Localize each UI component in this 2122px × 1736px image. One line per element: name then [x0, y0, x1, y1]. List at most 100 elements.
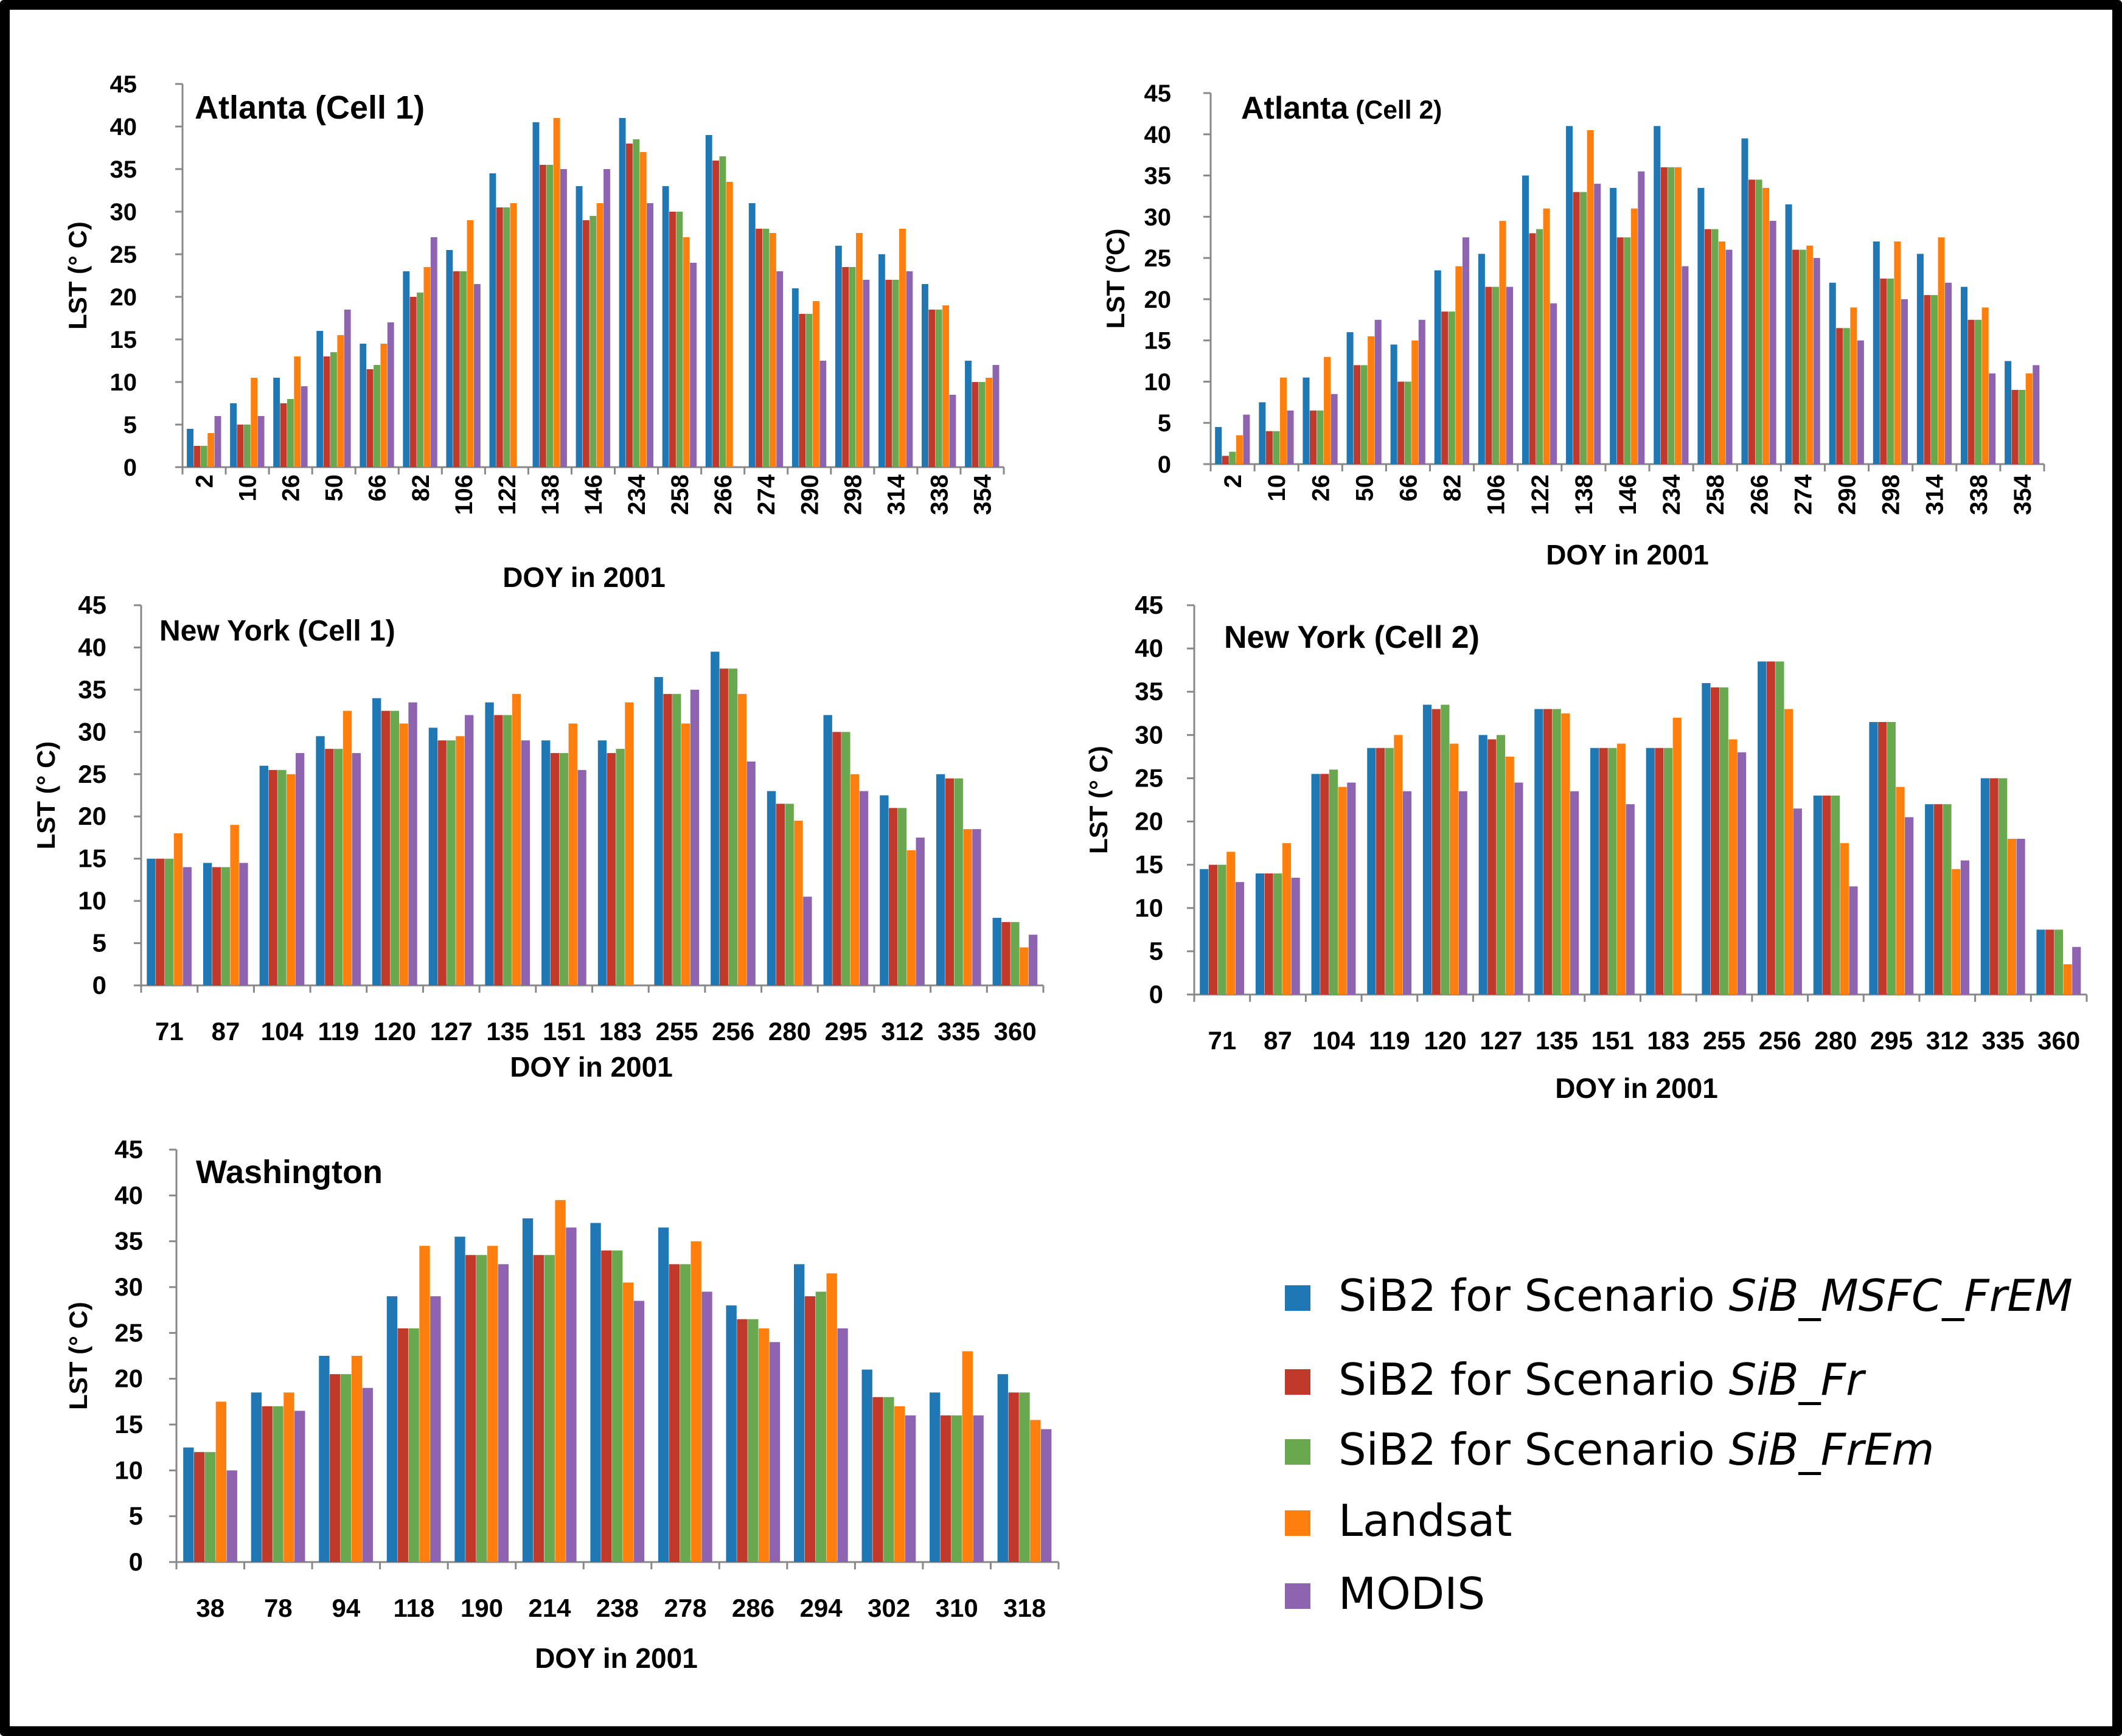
bar-s5-255 — [690, 689, 700, 985]
bar-s1-256 — [1758, 661, 1767, 995]
bar-s1-360 — [2036, 929, 2045, 995]
bar-s3-360 — [1011, 922, 1020, 985]
x-tick-label: 71 — [155, 1017, 184, 1046]
bar-s2-38 — [194, 1452, 205, 1562]
bar-s4-87 — [230, 825, 239, 985]
bar-s1-122 — [1522, 175, 1529, 464]
bar-s4-274 — [769, 233, 776, 467]
bar-s4-190 — [487, 1246, 498, 1562]
bar-s1-2 — [187, 429, 193, 467]
bar-s2-354 — [972, 382, 979, 467]
bar-s1-78 — [251, 1392, 262, 1562]
bar-s2-135 — [494, 715, 503, 985]
x-tick-label: 146 — [580, 474, 607, 515]
bar-s3-338 — [935, 310, 942, 467]
bar-s3-354 — [2019, 390, 2026, 464]
bar-s3-295 — [841, 732, 851, 985]
bar-s3-298 — [1887, 279, 1894, 464]
y-tick-label: 45 — [78, 591, 106, 619]
bar-s2-278 — [669, 1264, 680, 1562]
x-tick-label: 354 — [2009, 474, 2036, 515]
x-tick-label: 295 — [825, 1017, 868, 1046]
bar-s5-135 — [521, 740, 530, 985]
x-tick-label: 119 — [318, 1017, 360, 1046]
bar-s1-295 — [1869, 722, 1878, 995]
bar-s2-290 — [1836, 328, 1843, 464]
x-tick-label: 278 — [664, 1594, 706, 1622]
bar-s5-82 — [1462, 237, 1469, 464]
bar-s4-2 — [207, 433, 215, 467]
bar-s3-290 — [1843, 328, 1850, 464]
bar-s5-138 — [1594, 184, 1601, 464]
bar-s2-360 — [1001, 922, 1011, 985]
bar-s2-354 — [2011, 390, 2019, 464]
bar-s4-120 — [399, 723, 408, 985]
x-tick-label: 266 — [710, 474, 737, 515]
x-tick-label: 354 — [969, 474, 996, 515]
bar-s4-295 — [851, 774, 860, 985]
y-axis-label: LST (ºC) — [1101, 229, 1130, 329]
bar-s2-338 — [928, 310, 936, 467]
bar-s1-119 — [316, 736, 325, 985]
bar-s5-71 — [183, 867, 192, 985]
legend-entry-text: SiB2 for Scenario — [1338, 1424, 1729, 1475]
x-tick-label: 71 — [1208, 1026, 1236, 1055]
bar-s5-312 — [1960, 860, 1969, 995]
x-tick-label: 82 — [1439, 474, 1466, 502]
chart-title: Atlanta (Cell 2) — [1241, 91, 1442, 126]
bar-s1-151 — [541, 740, 551, 985]
bar-s5-318 — [1041, 1429, 1052, 1562]
y-tick-label: 10 — [114, 1456, 143, 1484]
x-tick-label: 122 — [494, 474, 521, 515]
bar-s2-118 — [397, 1328, 408, 1562]
bar-s2-138 — [539, 165, 546, 467]
bar-s4-335 — [2007, 839, 2016, 995]
bar-s1-106 — [446, 250, 453, 467]
bar-s3-280 — [1831, 795, 1840, 995]
x-tick-label: 135 — [486, 1017, 529, 1046]
x-tick-label: 87 — [1264, 1026, 1292, 1055]
bar-s4-290 — [1850, 307, 1857, 464]
bar-s3-71 — [1217, 864, 1226, 995]
bar-s4-183 — [625, 702, 634, 985]
bar-s2-266 — [1748, 179, 1756, 464]
x-tick-label: 122 — [1527, 474, 1554, 515]
bar-s5-290 — [819, 361, 827, 467]
bar-s1-38 — [183, 1447, 194, 1562]
bar-s1-26 — [273, 378, 280, 467]
bar-s5-302 — [905, 1415, 916, 1562]
x-tick-label: 151 — [1591, 1026, 1634, 1055]
bar-s1-106 — [1478, 254, 1485, 464]
x-tick-label: 118 — [394, 1594, 435, 1622]
bar-s4-290 — [812, 301, 819, 467]
bar-s3-354 — [978, 382, 986, 467]
bar-s2-122 — [496, 207, 503, 467]
legend-swatch — [1285, 1369, 1310, 1395]
bar-s3-10 — [1273, 431, 1280, 464]
bar-s3-286 — [748, 1319, 759, 1562]
bar-s1-310 — [930, 1392, 941, 1562]
legend-entry-text: MODIS — [1338, 1568, 1485, 1619]
bar-s2-312 — [1933, 804, 1943, 995]
bar-s4-295 — [1896, 786, 1905, 995]
bar-s4-104 — [1338, 786, 1347, 995]
bar-s5-146 — [1638, 171, 1645, 464]
bar-s4-106 — [1499, 221, 1506, 464]
y-tick-label: 35 — [1144, 163, 1172, 190]
bar-s4-266 — [1762, 187, 1770, 464]
legend-entry: SiB2 for Scenario SiB_Fr — [1338, 1354, 1866, 1405]
bar-s5-138 — [560, 169, 567, 467]
bar-s4-122 — [510, 203, 517, 467]
bar-s5-120 — [408, 702, 417, 985]
bar-s3-71 — [164, 858, 174, 985]
bar-s2-280 — [1822, 795, 1831, 995]
x-tick-label: 146 — [1615, 474, 1641, 515]
x-tick-label: 302 — [868, 1594, 910, 1622]
x-tick-label: 214 — [528, 1594, 571, 1622]
bar-s1-295 — [823, 715, 832, 985]
x-tick-label: 120 — [374, 1017, 416, 1046]
y-tick-label: 20 — [1135, 807, 1163, 836]
bar-s1-26 — [1303, 377, 1310, 464]
bar-s1-314 — [1916, 254, 1924, 464]
bar-s1-50 — [316, 331, 324, 467]
